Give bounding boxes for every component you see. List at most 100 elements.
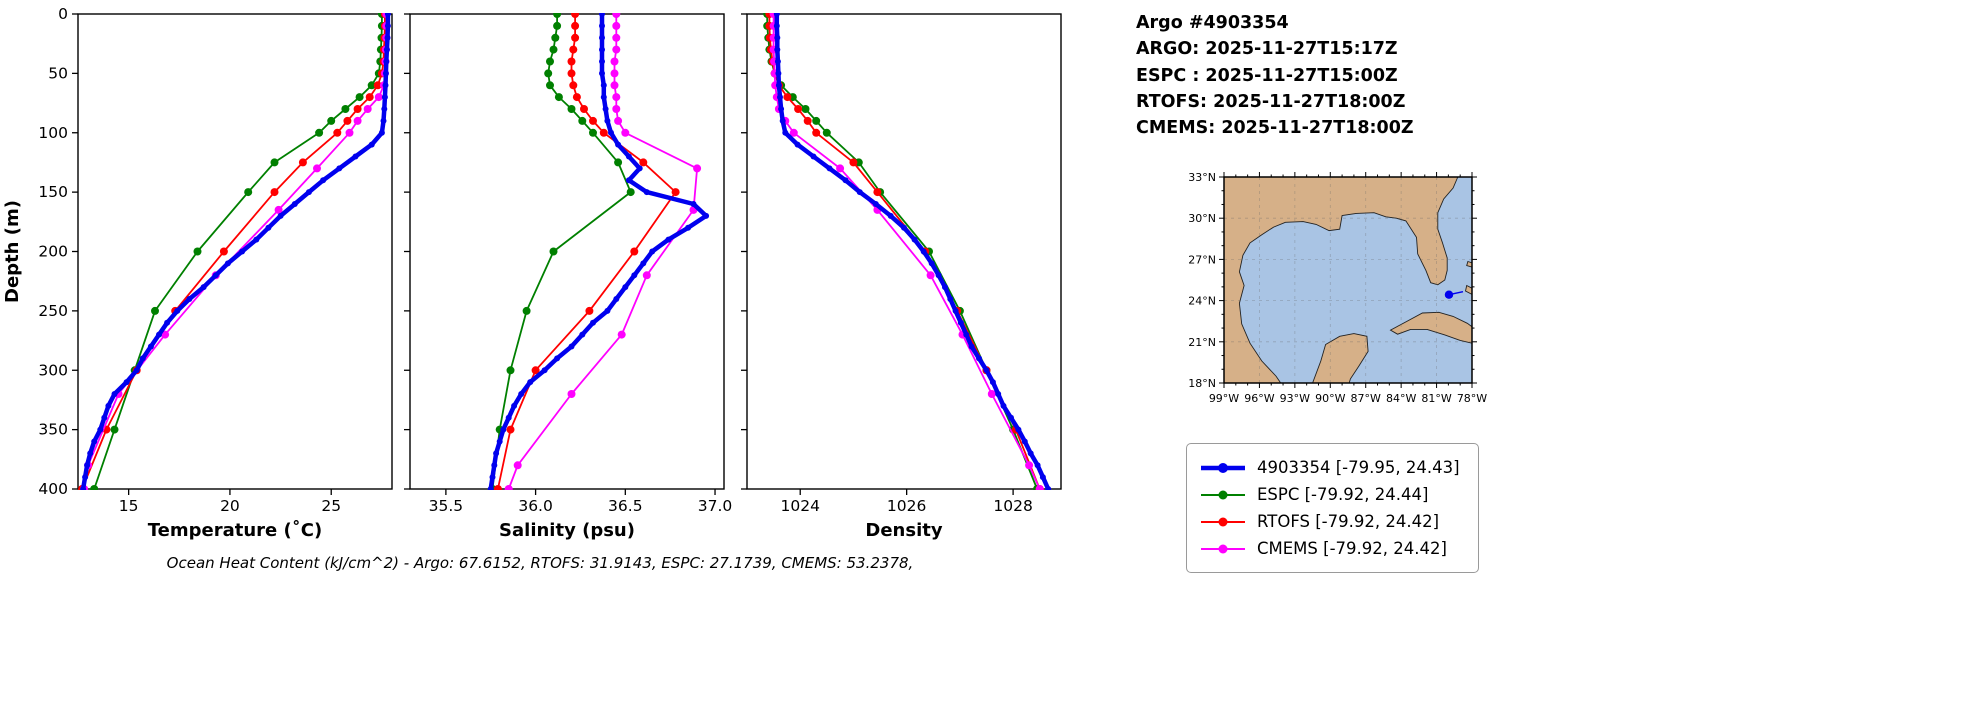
series-marker-RTOFS bbox=[803, 116, 812, 125]
series-marker-4903354 bbox=[305, 189, 312, 196]
series-marker-4903354 bbox=[336, 165, 343, 172]
series-marker-4903354 bbox=[942, 284, 948, 291]
series-marker-4903354 bbox=[928, 260, 935, 267]
series-marker-4903354 bbox=[777, 94, 783, 101]
map-lat-label: 27°N bbox=[1188, 254, 1216, 267]
map-lat-label: 33°N bbox=[1188, 171, 1216, 184]
series-marker-4903354 bbox=[901, 224, 907, 231]
series-marker-CMEMS bbox=[612, 45, 621, 54]
svg-text:36.0: 36.0 bbox=[518, 497, 553, 515]
series-marker-4903354 bbox=[920, 248, 927, 255]
map-land bbox=[1223, 176, 1459, 384]
panel-salinity: 35.5 36.0 36.5 37.0 Salinity (psu) bbox=[404, 13, 732, 541]
map-lon-label: 84°W bbox=[1386, 392, 1416, 405]
series-marker-RTOFS bbox=[794, 105, 803, 113]
series-marker-4903354 bbox=[111, 391, 118, 397]
series-marker-RTOFS bbox=[333, 128, 342, 137]
series-marker-RTOFS bbox=[270, 188, 279, 197]
series-marker-CMEMS bbox=[612, 105, 621, 113]
series-marker-4903354 bbox=[164, 319, 171, 326]
svg-text:400: 400 bbox=[38, 480, 68, 498]
series-marker-ESPC bbox=[327, 116, 336, 125]
map-lon-label: 93°W bbox=[1280, 392, 1310, 405]
svg-text:200: 200 bbox=[38, 243, 68, 261]
series-marker-CMEMS bbox=[567, 390, 576, 398]
series-marker-4903354 bbox=[378, 129, 385, 136]
series-marker-4903354 bbox=[80, 486, 87, 490]
series-marker-CMEMS bbox=[836, 164, 845, 173]
series-marker-4903354 bbox=[500, 426, 507, 433]
series-marker-CMEMS bbox=[621, 128, 630, 137]
series-marker-4903354 bbox=[604, 307, 611, 314]
series-marker-RTOFS bbox=[849, 158, 858, 167]
series-marker-4903354 bbox=[665, 236, 672, 243]
series-marker-4903354 bbox=[1045, 486, 1052, 490]
series-marker-4903354 bbox=[1034, 462, 1041, 469]
profile-charts: 15 20 25 0 50 100 150 200 250 300 350 400 Temperatur… bbox=[0, 0, 1090, 572]
series-marker-ESPC bbox=[546, 81, 554, 90]
legend: 4903354 [-79.95, 24.43] ESPC [-79.92, 24.… bbox=[1186, 443, 1479, 574]
series-marker-4903354 bbox=[511, 402, 518, 409]
series-marker-4903354 bbox=[368, 141, 375, 148]
series-marker-RTOFS bbox=[783, 93, 792, 102]
series-marker-4903354 bbox=[774, 34, 781, 41]
series-marker-RTOFS bbox=[353, 105, 362, 113]
svg-text:1028: 1028 bbox=[993, 497, 1032, 515]
series-marker-4903354 bbox=[685, 224, 692, 231]
series-marker-4903354 bbox=[384, 13, 391, 17]
series-marker-4903354 bbox=[602, 106, 609, 112]
series-marker-4903354 bbox=[703, 212, 710, 219]
series-marker-RTOFS bbox=[493, 485, 502, 490]
series-marker-4903354 bbox=[773, 13, 780, 17]
timestamp-line: RTOFS: 2025-11-27T18:00Z bbox=[1136, 91, 1406, 112]
map-land bbox=[1466, 261, 1473, 268]
series-marker-ESPC bbox=[367, 81, 376, 90]
series-marker-4903354 bbox=[352, 153, 359, 160]
series-marker-ESPC bbox=[801, 105, 810, 113]
series-marker-ESPC bbox=[553, 13, 562, 18]
series-line-CMEMS-temperature bbox=[83, 13, 388, 490]
series-marker-4903354 bbox=[1015, 426, 1022, 433]
legend-label: RTOFS [-79.92, 24.42] bbox=[1257, 512, 1440, 532]
series-marker-ESPC bbox=[812, 116, 821, 125]
series-marker-ESPC bbox=[546, 57, 554, 66]
series-marker-4903354 bbox=[1008, 414, 1014, 421]
series-marker-4903354 bbox=[487, 486, 494, 490]
series-marker-4903354 bbox=[383, 58, 390, 65]
map-frame bbox=[1223, 176, 1473, 384]
series-marker-RTOFS bbox=[671, 188, 680, 197]
series-marker-4903354 bbox=[995, 391, 1002, 397]
svg-text:35.5: 35.5 bbox=[429, 497, 464, 515]
series-marker-RTOFS bbox=[531, 366, 540, 375]
series-marker-4903354 bbox=[782, 129, 789, 136]
series-marker-CMEMS bbox=[504, 485, 513, 490]
timestamp-line: ESPC : 2025-11-27T15:00Z bbox=[1136, 65, 1398, 86]
series-marker-4903354 bbox=[600, 94, 607, 101]
series-marker-4903354 bbox=[600, 82, 607, 89]
series-marker-4903354 bbox=[599, 22, 605, 29]
series-marker-CMEMS bbox=[612, 93, 621, 102]
series-marker-4903354 bbox=[794, 141, 801, 148]
header-block: Argo #4903354 ARGO: 2025-11-27T15:17Z ESP… bbox=[1136, 10, 1568, 141]
series-marker-4903354 bbox=[911, 236, 918, 243]
series-marker-CMEMS bbox=[612, 33, 621, 42]
series-marker-4903354 bbox=[505, 414, 512, 421]
svg-text:100: 100 bbox=[38, 124, 68, 142]
series-marker-4903354 bbox=[156, 331, 162, 338]
series-marker-4903354 bbox=[826, 165, 833, 172]
series-marker-4903354 bbox=[133, 367, 140, 374]
series-marker-RTOFS bbox=[298, 158, 307, 167]
series-marker-4903354 bbox=[810, 153, 817, 160]
series-marker-RTOFS bbox=[567, 57, 576, 66]
series-marker-CMEMS bbox=[345, 128, 354, 137]
series-marker-CMEMS bbox=[353, 116, 362, 125]
series-marker-4903354 bbox=[579, 331, 586, 338]
series-marker-CMEMS bbox=[642, 271, 651, 280]
series-marker-ESPC bbox=[626, 188, 635, 197]
series-marker-CMEMS bbox=[612, 21, 621, 30]
panel-density: 1024 1026 1028 Density bbox=[741, 13, 1062, 541]
svg-text:36.5: 36.5 bbox=[608, 497, 643, 515]
series-marker-RTOFS bbox=[219, 247, 228, 256]
series-marker-RTOFS bbox=[569, 81, 578, 90]
